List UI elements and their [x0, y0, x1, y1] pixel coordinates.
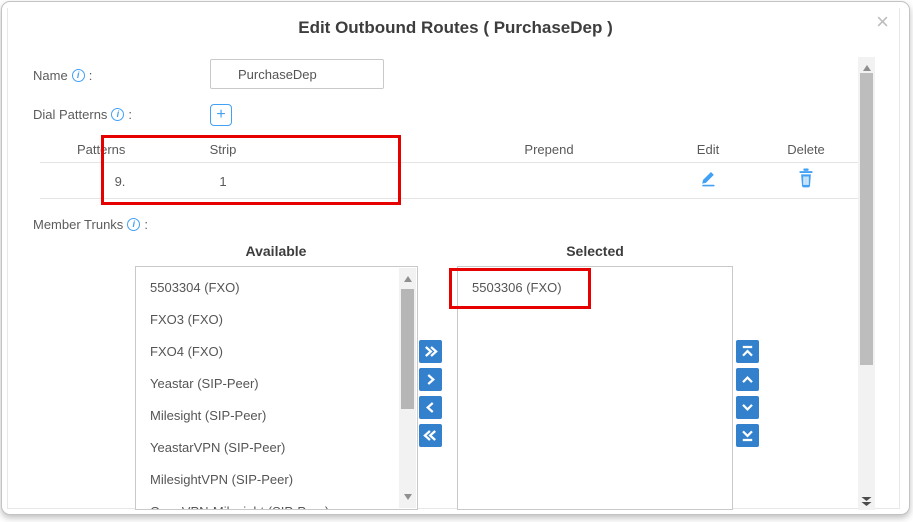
colon: :	[144, 217, 148, 232]
chevron-up-bar-icon	[740, 344, 755, 359]
modal-right-edge	[899, 8, 900, 509]
scroll-to-bottom-icon[interactable]	[861, 496, 872, 507]
name-field-label: Name i :	[33, 68, 92, 83]
scrollbar-thumb[interactable]	[860, 73, 873, 365]
info-icon[interactable]: i	[127, 218, 141, 231]
available-list-scrollbar[interactable]	[399, 268, 416, 508]
dial-patterns-label: Dial Patterns i :	[33, 107, 132, 122]
list-item[interactable]: MilesightVPN (SIP-Peer)	[150, 472, 294, 487]
colon: :	[128, 107, 133, 122]
modal-bottom-edge	[7, 508, 900, 509]
selected-trunks-list: 5503306 (FXO)	[458, 267, 732, 304]
pencil-icon	[699, 168, 718, 190]
available-trunks-listbox: 5503304 (FXO) FXO3 (FXO) FXO4 (FXO) Yeas…	[135, 266, 418, 510]
list-item[interactable]: 5503306 (FXO)	[472, 280, 562, 295]
move-up-button[interactable]	[736, 368, 759, 391]
dial-patterns-label-text: Dial Patterns	[33, 107, 108, 122]
dialog-scrollbar[interactable]	[858, 57, 875, 510]
chevron-up-icon	[740, 372, 755, 387]
column-header-strip: Strip	[209, 142, 237, 157]
info-icon[interactable]: i	[111, 108, 125, 121]
member-trunks-label-text: Member Trunks	[33, 217, 124, 232]
name-input[interactable]	[210, 59, 384, 89]
chevron-down-icon	[740, 400, 755, 415]
available-list-header: Available	[245, 243, 307, 259]
name-label-text: Name	[33, 68, 68, 83]
move-right-button[interactable]	[419, 368, 442, 391]
list-item[interactable]: FXO3 (FXO)	[150, 312, 223, 327]
strip-cell: 1	[219, 174, 227, 189]
member-trunks-label: Member Trunks i :	[33, 217, 148, 232]
delete-pattern-button[interactable]	[795, 168, 817, 190]
column-header-edit: Edit	[696, 142, 720, 157]
available-trunks-list: 5503304 (FXO) FXO3 (FXO) FXO4 (FXO) Yeas…	[136, 267, 417, 509]
double-chevron-right-icon	[423, 344, 438, 359]
move-to-bottom-button[interactable]	[736, 424, 759, 447]
scrollbar-thumb[interactable]	[401, 289, 414, 409]
trash-icon	[797, 168, 815, 191]
add-dial-pattern-button[interactable]: +	[210, 104, 232, 126]
column-header-patterns: Patterns	[77, 142, 126, 157]
selected-trunks-listbox: 5503306 (FXO)	[457, 266, 733, 510]
move-down-button[interactable]	[736, 396, 759, 419]
page-title: Edit Outbound Routes ( PurchaseDep )	[298, 18, 613, 37]
scroll-up-icon[interactable]	[862, 65, 871, 71]
move-left-button[interactable]	[419, 396, 442, 419]
list-item[interactable]: 5503304 (FXO)	[150, 280, 240, 295]
list-item[interactable]: Milesight (SIP-Peer)	[150, 408, 267, 423]
pattern-cell: 9.	[114, 174, 126, 189]
scroll-up-icon[interactable]	[403, 276, 412, 282]
move-to-top-button[interactable]	[736, 340, 759, 363]
list-item[interactable]: YeastarVPN (SIP-Peer)	[150, 440, 286, 455]
double-chevron-left-icon	[423, 428, 438, 443]
info-icon[interactable]: i	[71, 69, 85, 82]
modal-left-edge	[7, 8, 8, 509]
column-header-prepend: Prepend	[524, 142, 574, 157]
colon: :	[88, 68, 93, 83]
close-icon[interactable]: ×	[876, 9, 889, 34]
scroll-down-icon[interactable]	[403, 494, 412, 500]
list-item[interactable]: OpenVPN-Milesight (SIP-Peer)	[136, 496, 417, 509]
chevron-down-bar-icon	[740, 428, 755, 443]
column-header-delete: Delete	[787, 142, 825, 157]
table-row-divider	[40, 198, 867, 199]
edit-pattern-button[interactable]	[697, 168, 719, 190]
move-all-left-button[interactable]	[419, 424, 442, 447]
selected-list-header: Selected	[566, 243, 624, 259]
list-item[interactable]: Yeastar (SIP-Peer)	[150, 376, 259, 391]
chevron-left-icon	[423, 400, 438, 415]
chevron-right-icon	[423, 372, 438, 387]
list-item[interactable]: FXO4 (FXO)	[150, 344, 223, 359]
table-header-divider	[40, 162, 867, 163]
move-all-right-button[interactable]	[419, 340, 442, 363]
